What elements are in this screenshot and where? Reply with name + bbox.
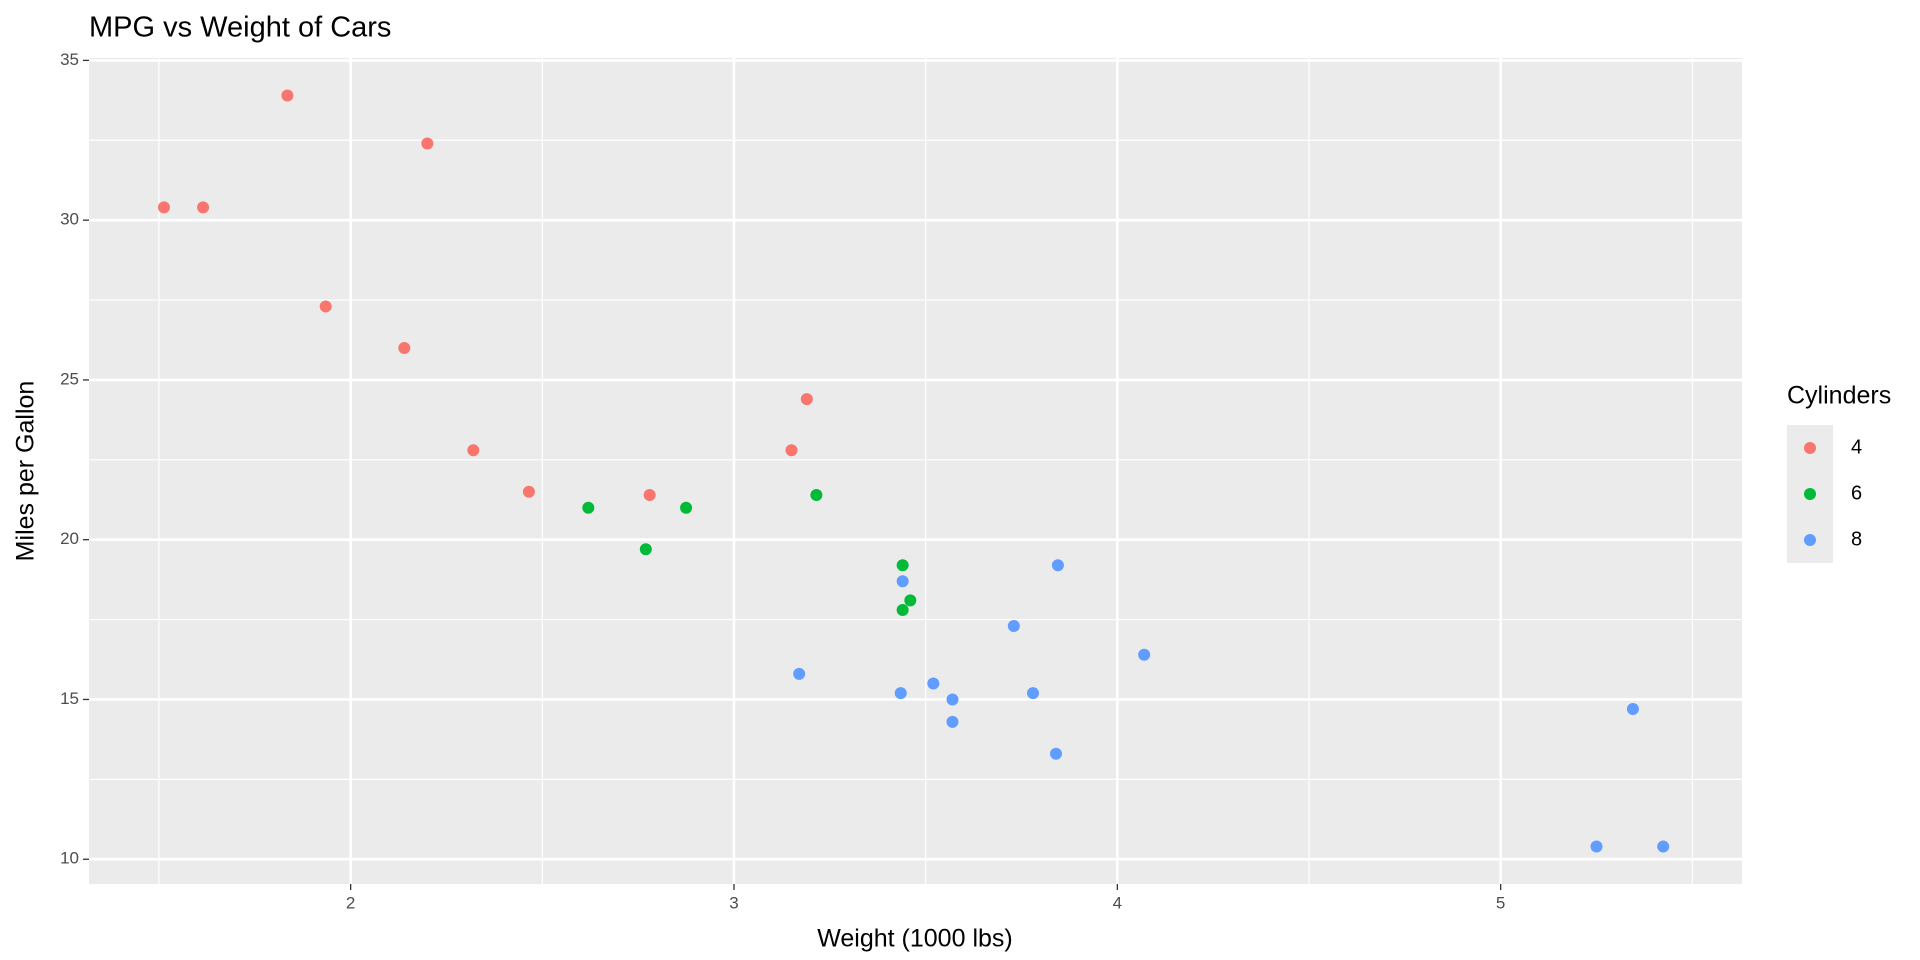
y-tick-label: 25 xyxy=(60,369,79,388)
legend-label: 6 xyxy=(1851,482,1862,504)
point xyxy=(904,594,917,607)
point xyxy=(896,603,909,616)
x-tick-label: 2 xyxy=(346,893,355,912)
y-axis-label: Miles per Gallon xyxy=(12,381,40,562)
chart-title: MPG vs Weight of Cars xyxy=(89,12,391,44)
point xyxy=(197,201,210,214)
x-tick-label: 4 xyxy=(1113,893,1122,912)
point xyxy=(785,444,798,457)
y-tick-label: 15 xyxy=(60,689,79,708)
y-tick-label: 10 xyxy=(60,849,79,868)
point xyxy=(319,300,332,313)
point xyxy=(639,543,652,556)
point xyxy=(582,501,595,514)
point xyxy=(896,575,909,588)
point xyxy=(421,137,434,150)
point xyxy=(398,341,411,354)
y-tick-label: 30 xyxy=(60,210,79,229)
legend-marker xyxy=(1804,488,1816,500)
point xyxy=(894,687,907,700)
point xyxy=(1051,559,1064,572)
point xyxy=(927,677,940,690)
x-tick-label: 3 xyxy=(729,893,738,912)
point xyxy=(810,488,823,501)
point xyxy=(1049,747,1062,760)
point xyxy=(793,667,806,680)
legend-label: 8 xyxy=(1851,528,1862,550)
point xyxy=(157,201,170,214)
x-tick-label: 5 xyxy=(1496,893,1505,912)
legend-title: Cylinders xyxy=(1787,382,1891,410)
legend-label: 4 xyxy=(1851,436,1862,458)
legend-marker xyxy=(1804,442,1816,454)
legend-marker xyxy=(1804,534,1816,546)
point xyxy=(1138,648,1151,661)
point xyxy=(680,501,693,514)
y-tick-label: 20 xyxy=(60,529,79,548)
y-tick-label: 35 xyxy=(60,50,79,69)
point xyxy=(1626,703,1639,716)
panel xyxy=(89,58,1742,884)
point xyxy=(1026,687,1039,700)
point xyxy=(896,559,909,572)
point xyxy=(1590,840,1603,853)
point xyxy=(1007,619,1020,632)
point xyxy=(946,693,959,706)
point xyxy=(522,485,535,498)
point xyxy=(467,444,480,457)
point xyxy=(1657,840,1670,853)
point xyxy=(643,488,656,501)
x-axis-label: Weight (1000 lbs) xyxy=(817,925,1012,953)
point xyxy=(800,393,813,406)
point xyxy=(281,89,294,102)
point xyxy=(946,715,959,728)
